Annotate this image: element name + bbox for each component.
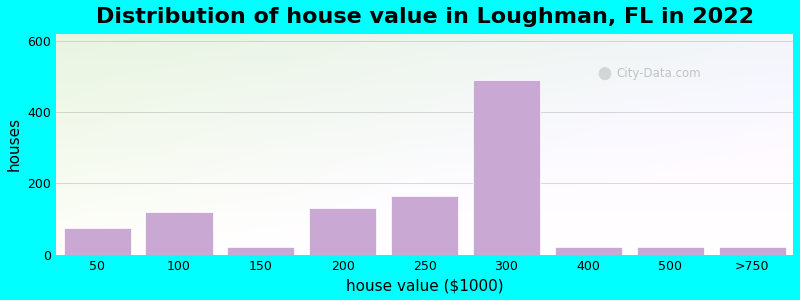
Bar <box>227 247 294 255</box>
Text: ⬤: ⬤ <box>598 67 612 80</box>
Bar <box>146 212 213 255</box>
Bar <box>64 228 130 255</box>
Bar <box>555 247 622 255</box>
Bar <box>391 196 458 255</box>
Text: City-Data.com: City-Data.com <box>616 67 701 80</box>
Y-axis label: houses: houses <box>7 117 22 171</box>
Bar <box>473 80 540 255</box>
X-axis label: house value ($1000): house value ($1000) <box>346 278 503 293</box>
Bar <box>718 247 786 255</box>
Bar <box>637 247 704 255</box>
Bar <box>310 208 376 255</box>
Title: Distribution of house value in Loughman, FL in 2022: Distribution of house value in Loughman,… <box>96 7 754 27</box>
